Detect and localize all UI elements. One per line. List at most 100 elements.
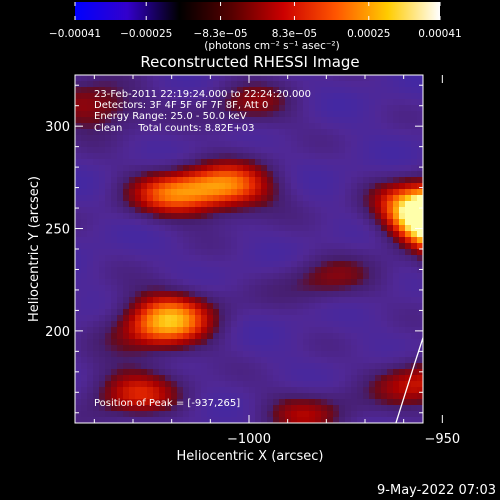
heatmap-cell bbox=[249, 399, 256, 406]
heatmap-cell bbox=[363, 297, 370, 304]
heatmap-cell bbox=[399, 273, 406, 280]
heatmap-cell bbox=[393, 411, 400, 418]
heatmap-cell bbox=[189, 219, 196, 226]
heatmap-cell bbox=[183, 339, 190, 346]
heatmap-cell bbox=[345, 93, 352, 100]
heatmap-cell bbox=[225, 375, 232, 382]
heatmap-cell bbox=[381, 147, 388, 154]
heatmap-cell bbox=[111, 249, 118, 256]
heatmap-cell bbox=[369, 75, 376, 82]
heatmap-cell bbox=[219, 387, 226, 394]
heatmap-cell bbox=[261, 417, 268, 423]
heatmap-cell bbox=[297, 207, 304, 214]
heatmap-cell bbox=[249, 333, 256, 340]
heatmap-cell bbox=[375, 369, 382, 376]
heatmap-cell bbox=[75, 411, 82, 418]
heatmap-cell bbox=[387, 123, 394, 130]
heatmap-cell bbox=[105, 129, 112, 136]
heatmap-cell bbox=[321, 87, 328, 94]
heatmap-cell bbox=[225, 129, 232, 136]
heatmap-cell bbox=[375, 105, 382, 112]
heatmap-cell bbox=[129, 207, 136, 214]
heatmap-cell bbox=[243, 321, 250, 328]
heatmap-cell bbox=[81, 87, 88, 94]
heatmap-cell bbox=[267, 141, 274, 148]
heatmap-cell bbox=[231, 81, 238, 88]
heatmap-cell bbox=[93, 279, 100, 286]
heatmap-cell bbox=[75, 81, 82, 88]
heatmap-cell bbox=[219, 171, 226, 178]
heatmap-cell bbox=[189, 357, 196, 364]
heatmap-cell bbox=[345, 369, 352, 376]
heatmap-cell bbox=[399, 87, 406, 94]
heatmap-cell bbox=[339, 213, 346, 220]
heatmap-cell bbox=[153, 129, 160, 136]
heatmap-cell bbox=[201, 369, 208, 376]
heatmap-cell bbox=[333, 411, 340, 418]
heatmap-cell bbox=[105, 153, 112, 160]
heatmap-cell bbox=[327, 249, 334, 256]
heatmap-cell bbox=[381, 171, 388, 178]
heatmap-cell bbox=[369, 345, 376, 352]
heatmap-cell bbox=[111, 411, 118, 418]
heatmap-cell bbox=[255, 111, 262, 118]
heatmap-cell bbox=[405, 393, 412, 400]
heatmap-cell bbox=[237, 75, 244, 82]
heatmap-cell bbox=[153, 117, 160, 124]
heatmap-cell bbox=[159, 195, 166, 202]
heatmap-cell bbox=[123, 75, 130, 82]
heatmap-cell bbox=[153, 165, 160, 172]
heatmap-cell bbox=[315, 399, 322, 406]
heatmap-cell bbox=[381, 75, 388, 82]
heatmap-cell bbox=[393, 129, 400, 136]
heatmap-cell bbox=[375, 141, 382, 148]
heatmap-cell bbox=[321, 351, 328, 358]
heatmap-cell bbox=[255, 351, 262, 358]
heatmap-cell bbox=[183, 171, 190, 178]
heatmap-cell bbox=[159, 105, 166, 112]
heatmap-cell bbox=[81, 123, 88, 130]
heatmap-cell bbox=[237, 399, 244, 406]
heatmap-cell bbox=[129, 375, 136, 382]
heatmap-cell bbox=[411, 123, 418, 130]
heatmap-cell bbox=[417, 93, 423, 100]
heatmap-cell bbox=[297, 363, 304, 370]
heatmap-cell bbox=[243, 117, 250, 124]
heatmap-cell bbox=[75, 201, 82, 208]
heatmap-cell bbox=[111, 387, 118, 394]
heatmap-cell bbox=[411, 267, 418, 274]
heatmap-cell bbox=[75, 417, 82, 423]
heatmap-cell bbox=[255, 189, 262, 196]
heatmap-cell bbox=[189, 141, 196, 148]
heatmap-cell bbox=[207, 303, 214, 310]
heatmap-cell bbox=[297, 381, 304, 388]
heatmap-cell bbox=[141, 105, 148, 112]
heatmap-cell bbox=[165, 225, 172, 232]
heatmap-cell bbox=[351, 75, 358, 82]
heatmap-cell bbox=[393, 273, 400, 280]
heatmap-cell bbox=[213, 225, 220, 232]
heatmap-cell bbox=[87, 111, 94, 118]
heatmap-cell bbox=[333, 141, 340, 148]
heatmap-cell bbox=[399, 267, 406, 274]
heatmap-cell bbox=[411, 357, 418, 364]
heatmap-cell bbox=[351, 417, 358, 423]
heatmap-cell bbox=[189, 189, 196, 196]
heatmap-cell bbox=[141, 321, 148, 328]
heatmap-cell bbox=[213, 201, 220, 208]
heatmap-cell bbox=[417, 117, 423, 124]
heatmap-cell bbox=[147, 321, 154, 328]
heatmap-cell bbox=[147, 303, 154, 310]
heatmap-cell bbox=[135, 249, 142, 256]
heatmap-cell bbox=[123, 213, 130, 220]
heatmap-cell bbox=[153, 405, 160, 412]
heatmap-cell bbox=[183, 87, 190, 94]
heatmap-cell bbox=[381, 321, 388, 328]
heatmap-cell bbox=[363, 141, 370, 148]
heatmap-cell bbox=[417, 357, 423, 364]
heatmap-cell bbox=[123, 81, 130, 88]
heatmap-cell bbox=[297, 225, 304, 232]
heatmap-cell bbox=[129, 87, 136, 94]
heatmap-cell bbox=[195, 375, 202, 382]
heatmap-cell bbox=[207, 315, 214, 322]
